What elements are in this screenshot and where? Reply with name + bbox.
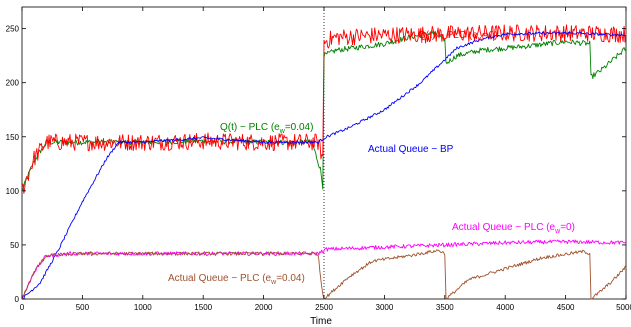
x-tick-label: 3500 xyxy=(436,303,454,312)
annot-q-plc-ew004-tail: =0.04) xyxy=(285,122,314,133)
y-tick-label: 150 xyxy=(6,133,20,142)
x-tick-label: 1500 xyxy=(194,303,212,312)
tick-layer: 0 500 1000 1500 2000 2500 3000 3500 4000 4500 500 0… xyxy=(6,7,631,312)
annot-actual-plc-ew004: Actual Queue − PLC (ew=0.04) xyxy=(168,273,305,286)
annot-actual-plc-ew0-main: Actual Queue − PLC (e xyxy=(452,222,556,233)
annot-q-plc-ew0-sub: w xyxy=(477,36,484,43)
y-tick-label: 100 xyxy=(6,187,20,196)
annot-q-plc-ew0-main: Q(t) − PLC (e xyxy=(418,30,478,41)
annot-actual-bp-main: Actual Queue − BP xyxy=(368,144,454,155)
annot-actual-plc-ew004-main: Actual Queue − PLC (e xyxy=(168,273,272,284)
series-line-q-plc-ew0 xyxy=(21,24,627,194)
y-tick-label: 250 xyxy=(6,25,20,34)
annot-actual-plc-ew0-sub: w xyxy=(554,228,561,235)
x-tick-label: 4000 xyxy=(496,303,514,312)
annot-actual-plc-ew0: Actual Queue − PLC (ew=0) xyxy=(452,222,575,235)
annot-q-plc-ew0: Q(t) − PLC (ew=0) xyxy=(418,30,498,43)
annot-actual-bp: Actual Queue − BP xyxy=(368,144,454,155)
x-axis-label: Time xyxy=(310,316,332,327)
series-line-actual-plc-ew0 xyxy=(21,239,627,300)
x-tick-label: 1000 xyxy=(134,303,152,312)
x-tick-label: 2500 xyxy=(315,303,333,312)
annot-actual-plc-ew0-tail: =0) xyxy=(560,222,575,233)
x-tick-label: 4500 xyxy=(557,303,575,312)
series-layer xyxy=(21,24,627,300)
x-tick-label: 2000 xyxy=(255,303,273,312)
series-line-actual-bp xyxy=(22,31,627,300)
annot-q-plc-ew004-sub: w xyxy=(279,128,286,135)
x-tick-label: 500 xyxy=(76,303,90,312)
y-tick-label: 200 xyxy=(6,79,20,88)
annot-q-plc-ew004: Q(t) − PLC (ew=0.04) xyxy=(220,122,313,135)
annot-q-plc-ew0-tail: =0) xyxy=(483,30,498,41)
x-tick-label: 3000 xyxy=(376,303,394,312)
x-tick-label: 0 xyxy=(20,303,25,312)
y-tick-label: 0 xyxy=(15,295,20,304)
annot-q-plc-ew004-main: Q(t) − PLC (e xyxy=(220,122,280,133)
y-tick-label: 50 xyxy=(10,241,19,250)
annot-actual-plc-ew004-sub: w xyxy=(270,279,277,286)
annot-actual-plc-ew004-tail: =0.04) xyxy=(276,273,305,284)
